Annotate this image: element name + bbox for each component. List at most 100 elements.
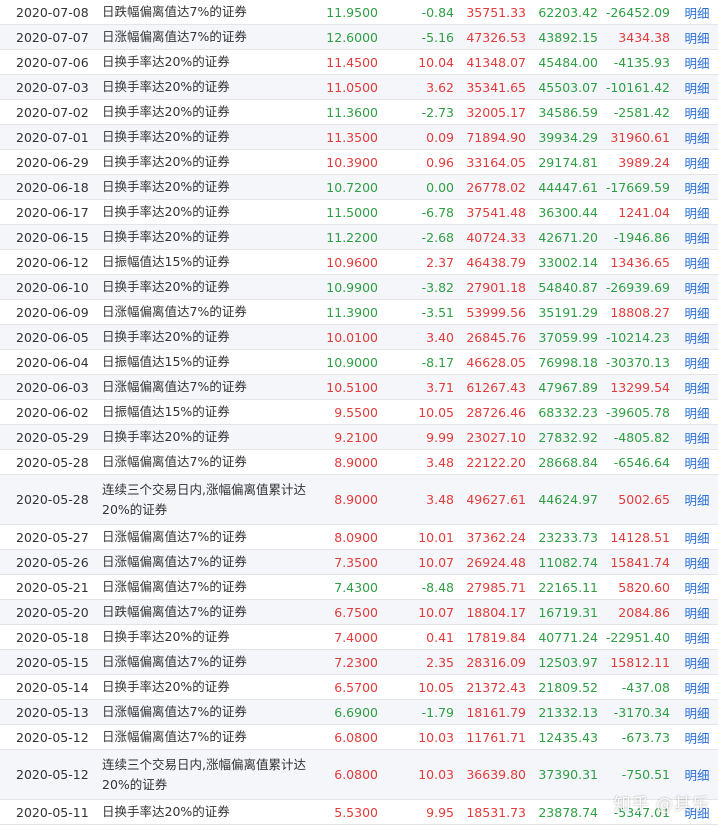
- cell-reason: 日换手率达20%的证券: [102, 79, 230, 94]
- cell-change-pct: 3.40: [426, 329, 454, 345]
- cell-close-price: 6.6900: [334, 704, 378, 720]
- detail-link[interactable]: 明细: [684, 555, 710, 571]
- cell-buy-amount: 26778.02: [466, 179, 526, 195]
- detail-link[interactable]: 明细: [684, 5, 710, 21]
- cell-buy-amount: 23027.10: [466, 429, 526, 445]
- cell-close-price: 7.2300: [334, 654, 378, 670]
- detail-link[interactable]: 明细: [684, 430, 710, 446]
- cell-net-amount: -26452.09: [605, 4, 670, 20]
- detail-link[interactable]: 明细: [684, 80, 710, 96]
- detail-link[interactable]: 明细: [684, 580, 710, 596]
- detail-link[interactable]: 明细: [684, 455, 710, 471]
- cell-close-price: 6.0800: [334, 729, 378, 745]
- detail-link[interactable]: 明细: [684, 493, 710, 508]
- cell-date: 2020-06-02: [16, 404, 89, 420]
- table-row: 2020-05-27 日涨幅偏离值达7%的证券 8.0900 10.01 37362.2…: [0, 524, 718, 550]
- cell-buy-amount: 46438.79: [466, 254, 526, 270]
- cell-close-price: 6.0800: [334, 767, 378, 782]
- cell-close-price: 10.5100: [326, 379, 378, 395]
- detail-link[interactable]: 明细: [684, 768, 710, 783]
- cell-net-amount: 3989.24: [618, 154, 670, 170]
- detail-link[interactable]: 明细: [684, 155, 710, 171]
- cell-change-pct: -2.68: [421, 229, 454, 245]
- cell-change-pct: -8.17: [421, 354, 454, 370]
- cell-buy-amount: 22122.20: [466, 454, 526, 470]
- cell-close-price: 7.4000: [334, 629, 378, 645]
- cell-buy-amount: 36639.80: [466, 767, 526, 782]
- cell-close-price: 11.3500: [326, 129, 378, 145]
- cell-close-price: 10.9900: [326, 279, 378, 295]
- cell-sell-amount: 29174.81: [538, 154, 598, 170]
- detail-link[interactable]: 明细: [684, 230, 710, 246]
- cell-sell-amount: 62203.42: [538, 4, 598, 20]
- cell-change-pct: 10.03: [418, 767, 454, 782]
- cell-net-amount: 31960.61: [610, 129, 670, 145]
- detail-link[interactable]: 明细: [684, 330, 710, 346]
- detail-link[interactable]: 明细: [684, 130, 710, 146]
- cell-buy-amount: 37362.24: [466, 529, 526, 545]
- detail-link[interactable]: 明细: [684, 605, 710, 621]
- detail-link[interactable]: 明细: [684, 630, 710, 646]
- cell-reason: 日换手率达20%的证券: [102, 329, 230, 344]
- cell-sell-amount: 68332.23: [538, 404, 598, 420]
- cell-change-pct: 10.03: [418, 729, 454, 745]
- cell-net-amount: -10161.42: [605, 79, 670, 95]
- detail-link[interactable]: 明细: [684, 355, 710, 371]
- cell-reason: 日换手率达20%的证券: [102, 104, 230, 119]
- detail-link[interactable]: 明细: [684, 105, 710, 121]
- cell-net-amount: -10214.23: [605, 329, 670, 345]
- cell-reason: 日换手率达20%的证券: [102, 154, 230, 169]
- cell-reason: 日振幅值达15%的证券: [102, 404, 230, 419]
- cell-close-price: 6.5700: [334, 679, 378, 695]
- cell-buy-amount: 40724.33: [466, 229, 526, 245]
- detail-link[interactable]: 明细: [684, 730, 710, 746]
- cell-sell-amount: 44624.97: [538, 492, 598, 507]
- cell-change-pct: -8.48: [421, 579, 454, 595]
- detail-link[interactable]: 明细: [684, 180, 710, 196]
- cell-buy-amount: 27901.18: [466, 279, 526, 295]
- cell-net-amount: -30370.13: [605, 354, 670, 370]
- cell-buy-amount: 21372.43: [466, 679, 526, 695]
- cell-close-price: 8.9000: [334, 454, 378, 470]
- detail-link[interactable]: 明细: [684, 805, 710, 821]
- cell-buy-amount: 37541.48: [466, 204, 526, 220]
- cell-close-price: 9.2100: [334, 429, 378, 445]
- detail-link[interactable]: 明细: [684, 305, 710, 321]
- cell-net-amount: -3170.34: [613, 704, 670, 720]
- cell-date: 2020-05-12: [16, 729, 89, 745]
- cell-net-amount: 15812.11: [610, 654, 670, 670]
- cell-close-price: 10.0100: [326, 329, 378, 345]
- cell-date: 2020-05-12: [16, 767, 89, 782]
- detail-link[interactable]: 明细: [684, 680, 710, 696]
- cell-reason: 连续三个交易日内,涨幅偏离值累计达20%的证券: [102, 481, 306, 517]
- detail-link[interactable]: 明细: [684, 205, 710, 221]
- cell-reason: 日换手率达20%的证券: [102, 129, 230, 144]
- cell-net-amount: 14128.51: [610, 529, 670, 545]
- detail-link[interactable]: 明细: [684, 405, 710, 421]
- cell-sell-amount: 21809.52: [538, 679, 598, 695]
- cell-reason: 日涨幅偏离值达7%的证券: [102, 579, 247, 594]
- table-row: 2020-05-13 日涨幅偏离值达7%的证券 6.6900 -1.79 18161.7…: [0, 699, 718, 725]
- cell-sell-amount: 12435.43: [538, 729, 598, 745]
- cell-net-amount: -17669.59: [605, 179, 670, 195]
- cell-buy-amount: 18531.73: [466, 804, 526, 820]
- detail-link[interactable]: 明细: [684, 530, 710, 546]
- cell-sell-amount: 42671.20: [538, 229, 598, 245]
- detail-link[interactable]: 明细: [684, 705, 710, 721]
- cell-date: 2020-07-02: [16, 104, 89, 120]
- detail-link[interactable]: 明细: [684, 30, 710, 46]
- table-row: 2020-06-17 日换手率达20%的证券 11.5000 -6.78 37541.4…: [0, 199, 718, 225]
- detail-link[interactable]: 明细: [684, 380, 710, 396]
- cell-change-pct: 3.48: [426, 492, 454, 507]
- detail-link[interactable]: 明细: [684, 655, 710, 671]
- detail-link[interactable]: 明细: [684, 55, 710, 71]
- detail-link[interactable]: 明细: [684, 280, 710, 296]
- cell-date: 2020-06-09: [16, 304, 89, 320]
- detail-link[interactable]: 明细: [684, 255, 710, 271]
- cell-buy-amount: 18804.17: [466, 604, 526, 620]
- cell-change-pct: 2.37: [426, 254, 454, 270]
- cell-close-price: 10.7200: [326, 179, 378, 195]
- table-row: 2020-05-18 日换手率达20%的证券 7.4000 0.41 17819.84 4…: [0, 624, 718, 650]
